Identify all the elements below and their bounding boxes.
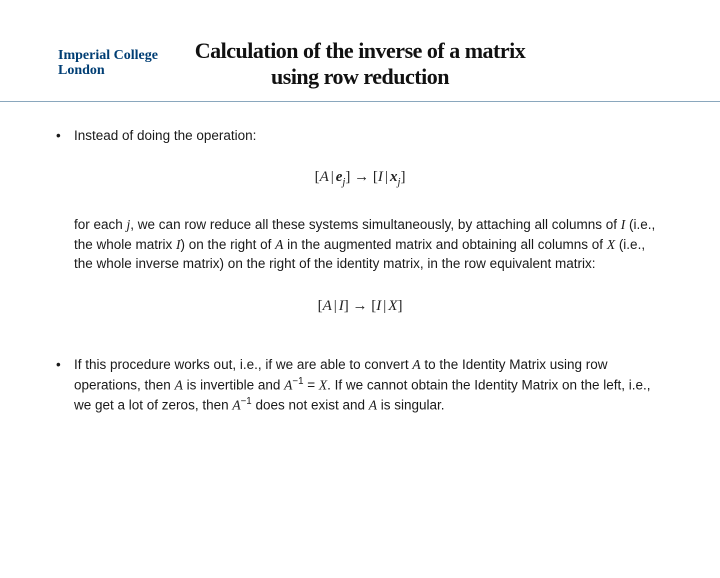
- bullet-1-continuation: for each j, we can row reduce all these …: [74, 215, 664, 274]
- institution-logo: Imperial College London: [58, 48, 158, 79]
- title-line-1: Calculation of the inverse of a matrix: [195, 38, 526, 63]
- f1-A: A: [320, 169, 329, 185]
- b1-text-e: in the augmented matrix and obtaining al…: [283, 237, 606, 252]
- f2-arrow: →: [349, 298, 372, 314]
- f1-pipe-2: |: [383, 167, 390, 189]
- bullet-1: • Instead of doing the operation:: [56, 126, 664, 146]
- slide-body: • Instead of doing the operation: [A | e…: [0, 102, 720, 415]
- formula-2: [A | I] → [I | X]: [56, 296, 664, 318]
- f2-pipe-1: |: [332, 296, 339, 318]
- b2-text-a: If this procedure works out, i.e., if we…: [74, 357, 412, 372]
- f1-bracket-close-2: ]: [400, 169, 405, 185]
- b1-text-a: for each: [74, 217, 127, 232]
- b1-text-b: , we can row reduce all these systems si…: [130, 217, 620, 232]
- logo-line-1: Imperial College: [58, 48, 158, 63]
- logo-line-2: London: [58, 63, 158, 78]
- math-inv-exp-1: −1: [292, 376, 303, 387]
- math-inv-exp-2: −1: [241, 396, 252, 407]
- bullet-2-text: If this procedure works out, i.e., if we…: [74, 355, 664, 415]
- formula-1: [A | ej] → [I | xj]: [56, 167, 664, 191]
- f2-A: A: [323, 298, 332, 314]
- bullet-2: • If this procedure works out, i.e., if …: [56, 355, 664, 415]
- math-A-3: A: [175, 377, 183, 392]
- bullet-marker: •: [56, 126, 74, 146]
- math-Ainv-2: A: [232, 398, 240, 413]
- math-X-1: X: [607, 237, 615, 252]
- f2-bracket-close-2: ]: [397, 298, 402, 314]
- math-eq: =: [303, 377, 318, 392]
- math-X-2: X: [319, 377, 327, 392]
- bullet-marker: •: [56, 355, 74, 415]
- math-A-2: A: [412, 357, 420, 372]
- f1-arrow: →: [350, 169, 373, 185]
- math-A-4: A: [369, 398, 377, 413]
- f1-pipe-1: |: [329, 167, 336, 189]
- b2-text-c: is invertible and: [183, 377, 284, 392]
- b2-text-e: does not exist and: [252, 398, 369, 413]
- title-line-2: using row reduction: [271, 64, 449, 89]
- b1-text-d: ) on the right of: [181, 237, 276, 252]
- b2-text-f: is singular.: [377, 398, 445, 413]
- bullet-1-intro: Instead of doing the operation:: [74, 126, 664, 146]
